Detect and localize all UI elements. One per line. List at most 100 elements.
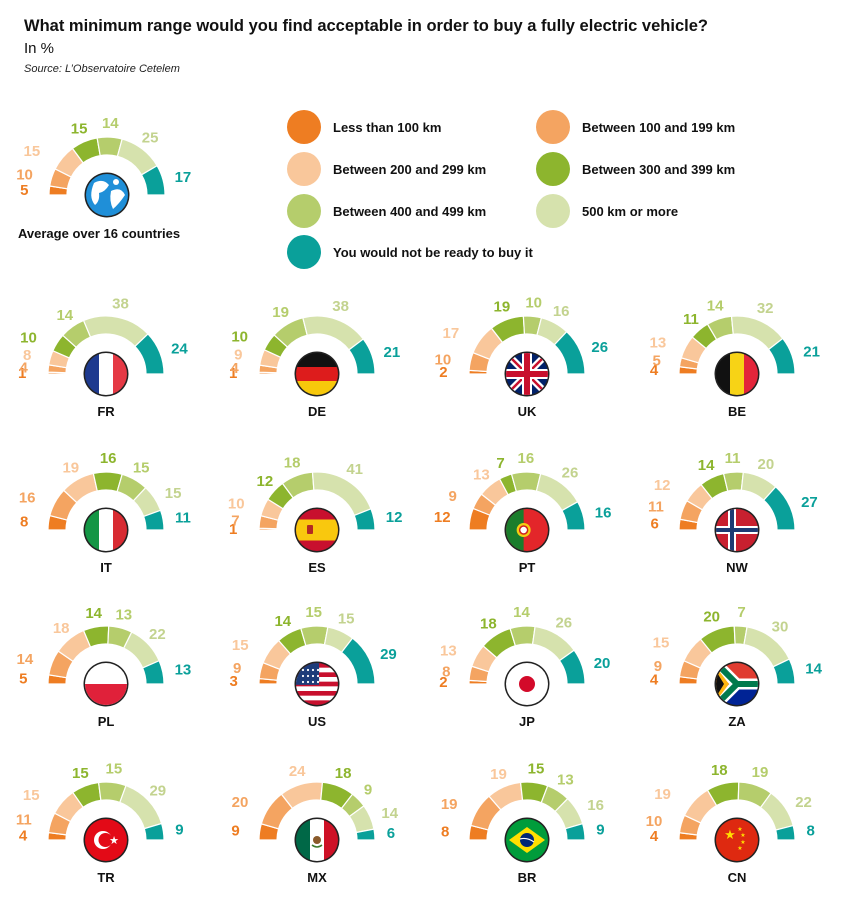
gauge-br: 8 19 19 15 13 16 9 BR [441,761,605,885]
value-label-cn-3: 18 [711,762,728,779]
value-label-fr-2: 8 [23,347,31,364]
value-label-za-6: 14 [805,661,822,678]
value-label-za-0: 4 [650,672,659,689]
value-label-uk-4: 10 [525,294,542,311]
value-label-nw-0: 6 [650,516,658,533]
country-label-pl: PL [98,714,115,729]
segment-us-6 [340,637,376,685]
value-label-pl-5: 22 [149,626,166,643]
value-label-fr-3: 10 [20,329,37,346]
legend-item-300-399: Between 300 and 399 km [536,152,735,186]
legend-swatch [536,110,570,144]
legend-label: You would not be ready to buy it [333,244,533,260]
gauge-de: 149 10 19 38 21 DE [229,298,400,419]
value-label-cn-4: 19 [752,764,769,781]
value-label-us-5: 15 [338,610,355,627]
segment-de-5 [302,315,365,351]
value-label-mx-1: 20 [232,794,249,811]
gauge-pl: 5 14 18 14 13 22 13 PL [17,605,192,729]
value-label-mx-6: 6 [387,825,395,842]
value-label-cn-0: 4 [650,828,659,845]
segment-nw-4 [722,471,744,492]
value-label-jp-6: 20 [594,655,611,672]
svg-text:★: ★ [109,835,119,847]
gauge-jp: 28 13 18 14 26 20 JP [439,604,610,729]
value-label-br-0: 8 [441,824,449,841]
value-label-tr-4: 15 [106,760,123,777]
value-label-jp-1: 8 [442,664,450,681]
svg-text:★: ★ [740,832,745,839]
value-label-za-5: 30 [772,619,789,636]
value-label-es-0: 1 [229,521,237,538]
value-label-us-0: 3 [230,673,238,690]
value-label-jp-3: 18 [480,615,497,632]
value-label-average-over-16-countries-3: 15 [71,121,88,138]
value-label-br-3: 15 [528,761,545,778]
value-label-mx-5: 14 [381,805,398,822]
country-label-it: IT [100,560,112,575]
legend-label: 500 km or more [582,203,679,219]
fr-flag-icon [85,353,127,395]
gauge-mx: 9 20 24 18 9 14 6 MX [231,763,398,885]
country-label-za: ZA [728,714,746,729]
legend-item-not-ready: You would not be ready to buy it [287,235,533,269]
legend-label: Between 200 and 299 km [333,161,487,177]
segment-pt-6 [561,500,586,531]
value-label-us-6: 29 [380,646,397,663]
value-label-uk-1: 10 [435,351,452,368]
segment-pl-6 [141,659,165,685]
country-label-br: BR [518,870,537,885]
value-label-pl-1: 14 [17,651,34,668]
value-label-de-4: 19 [272,304,289,321]
value-label-it-0: 8 [20,514,28,531]
segment-za-6 [772,658,796,685]
value-label-nw-2: 12 [654,477,671,494]
value-label-it-6: 11 [175,510,191,527]
globe-flag-icon [86,174,128,216]
gauge-it: 8 16 19 16 15 15 11 IT [19,450,191,575]
segment-it-6 [142,509,165,531]
value-label-it-2: 19 [62,459,79,476]
chart-title: What minimum range would you find accept… [24,17,708,35]
legend-item-under-100: Less than 100 km [287,110,441,144]
value-label-br-6: 9 [596,822,604,839]
value-label-cn-5: 22 [795,794,812,811]
segment-es-6 [353,508,376,531]
value-label-za-4: 7 [737,604,745,621]
segment-br-6 [564,822,586,841]
gauge-us: 39 15 14 15 15 29 US [230,604,397,729]
value-label-de-5: 38 [332,298,349,315]
legend-swatch [287,110,321,144]
value-label-average-over-16-countries-1: 10 [16,166,33,183]
value-label-cn-2: 19 [654,786,671,803]
it-flag-icon [85,509,127,551]
value-label-be-4: 14 [707,298,724,315]
svg-text:★: ★ [740,839,745,846]
value-label-es-2: 10 [228,495,245,512]
value-label-us-3: 14 [274,613,291,630]
value-label-tr-5: 29 [149,782,166,799]
pt-flag-icon [506,509,548,551]
value-label-uk-6: 26 [591,339,608,356]
legend-item-100-199: Between 100 and 199 km [536,110,735,144]
segment-cn-6 [775,824,796,841]
chart-source: Source: L’Observatoire Cetelem [24,63,180,75]
legend-swatch [287,235,321,269]
value-label-it-1: 16 [19,489,36,506]
za-flag-icon [716,663,758,705]
segment-jp-6 [558,649,586,685]
value-label-es-4: 18 [284,455,301,472]
value-label-de-3: 10 [231,328,248,345]
value-label-uk-3: 19 [494,299,511,316]
nw-flag-icon [716,509,758,551]
segment-tr-6 [143,822,165,841]
segment-pt-4 [510,471,542,493]
value-label-za-1: 9 [654,658,662,675]
value-label-de-2: 9 [234,347,242,364]
value-label-pt-4: 16 [518,450,535,467]
country-label-es: ES [308,560,326,575]
